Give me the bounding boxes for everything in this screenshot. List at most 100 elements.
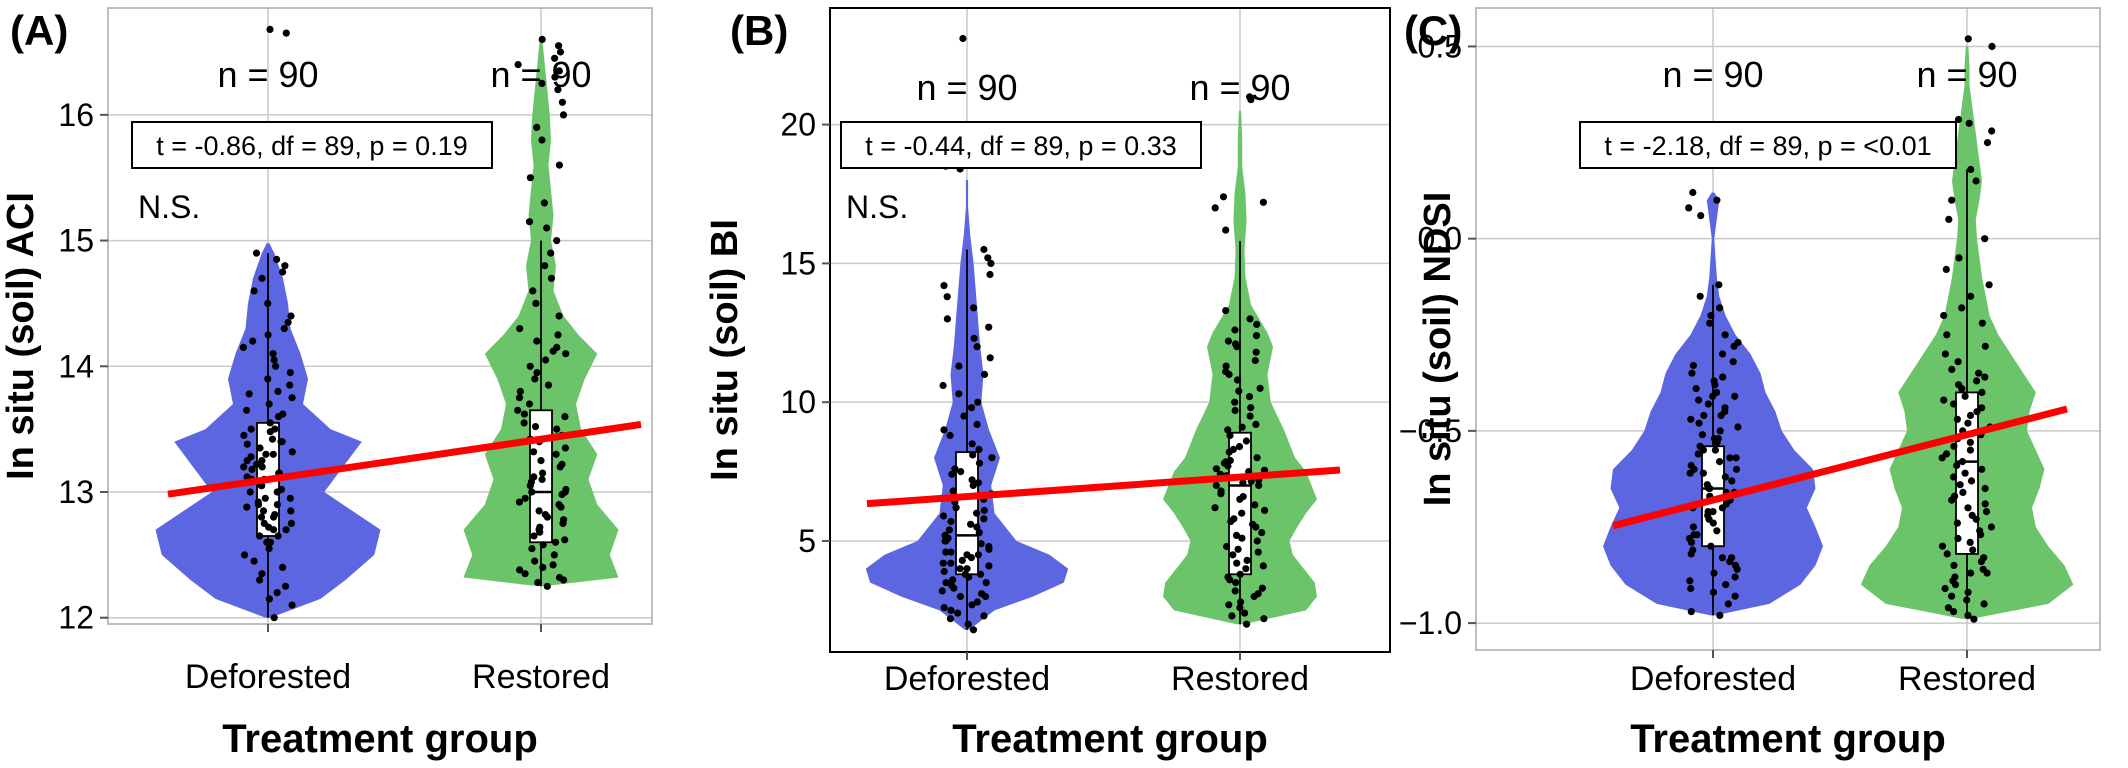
data-point — [951, 465, 959, 473]
data-point — [1687, 415, 1695, 423]
x-axis-title: Treatment group — [952, 717, 1268, 761]
data-point — [544, 381, 553, 389]
data-point — [261, 494, 269, 502]
data-point — [1716, 611, 1724, 620]
data-point — [239, 343, 247, 351]
data-point — [938, 587, 946, 595]
data-point — [973, 420, 981, 428]
panel-label: (C) — [1404, 7, 1462, 54]
x-axis-title: Treatment group — [1630, 717, 1946, 761]
data-point — [541, 262, 549, 270]
data-point — [1224, 337, 1232, 345]
data-point — [1254, 548, 1262, 556]
data-point — [281, 582, 290, 590]
data-point — [1707, 542, 1715, 550]
data-point — [256, 532, 264, 540]
data-point — [535, 507, 543, 515]
x-tick-label: Deforested — [1630, 660, 1796, 698]
data-point — [1942, 265, 1950, 273]
data-point — [958, 556, 966, 565]
data-point — [1983, 569, 1991, 577]
n-label: n = 90 — [1662, 54, 1763, 95]
data-point — [963, 551, 971, 559]
data-point — [968, 601, 976, 609]
data-point — [1689, 546, 1697, 554]
y-tick-label: 10 — [780, 384, 816, 420]
data-point — [1959, 488, 1967, 496]
data-point — [1970, 615, 1978, 623]
data-point — [1235, 443, 1244, 451]
data-point — [1231, 326, 1239, 334]
n-label: n = 90 — [217, 54, 318, 95]
data-point — [1951, 492, 1959, 500]
data-point — [263, 538, 271, 546]
data-point — [1246, 93, 1254, 101]
data-point — [1975, 369, 1983, 377]
data-point — [1235, 387, 1243, 395]
data-point — [988, 454, 996, 462]
data-point — [279, 268, 287, 276]
data-point — [973, 598, 982, 606]
data-point — [1212, 481, 1220, 489]
data-point — [243, 503, 251, 511]
data-point — [1948, 365, 1956, 373]
data-point — [969, 451, 977, 459]
data-point — [1964, 504, 1972, 512]
data-point — [561, 444, 570, 452]
data-point — [1236, 604, 1244, 612]
data-point — [553, 425, 561, 433]
data-point — [531, 423, 540, 431]
data-point — [533, 123, 541, 131]
panel-label: (B) — [730, 7, 788, 54]
y-tick-label: 12 — [58, 600, 94, 636]
data-point — [1692, 385, 1700, 393]
data-point — [1958, 304, 1966, 312]
data-point — [558, 490, 566, 499]
data-point — [1719, 373, 1727, 381]
data-point — [281, 262, 289, 270]
data-point — [287, 519, 295, 528]
data-point — [1217, 490, 1225, 498]
significance-label: N.S. — [846, 189, 908, 225]
data-point — [279, 410, 287, 418]
data-point — [947, 517, 955, 526]
data-point — [256, 444, 264, 452]
data-point — [1227, 517, 1235, 526]
y-tick-label: 0.0 — [1418, 221, 1462, 257]
data-point — [543, 582, 551, 590]
data-point — [1964, 611, 1972, 620]
data-point — [268, 435, 277, 443]
y-axis-title: In situ (soil) ACI — [0, 192, 42, 480]
data-point — [1711, 446, 1719, 454]
data-point — [533, 337, 541, 345]
data-point — [968, 440, 976, 448]
data-point — [558, 98, 567, 106]
data-point — [1964, 35, 1972, 43]
data-point — [954, 609, 962, 617]
data-point — [1710, 377, 1718, 385]
x-axis: Deforested Restored — [1630, 650, 2036, 698]
data-point — [1233, 376, 1242, 384]
data-point — [1981, 373, 1989, 381]
data-point — [969, 626, 978, 634]
data-points — [1938, 35, 1996, 623]
data-point — [956, 565, 964, 573]
data-point — [549, 561, 557, 569]
data-point — [514, 406, 522, 414]
data-point — [952, 504, 960, 512]
data-point — [515, 394, 524, 402]
data-point — [1211, 504, 1219, 512]
data-point — [1956, 481, 1964, 489]
data-point — [1242, 565, 1250, 573]
data-point — [288, 601, 296, 609]
data-point — [525, 218, 534, 226]
y-axis: 12 13 14 15 16 — [58, 97, 108, 636]
data-point — [250, 287, 258, 295]
data-point — [974, 551, 983, 559]
data-point — [1689, 361, 1697, 370]
data-point — [967, 404, 976, 412]
data-point — [1950, 442, 1958, 450]
trend-line — [167, 421, 642, 498]
data-point — [961, 570, 969, 578]
data-point — [1697, 212, 1705, 220]
